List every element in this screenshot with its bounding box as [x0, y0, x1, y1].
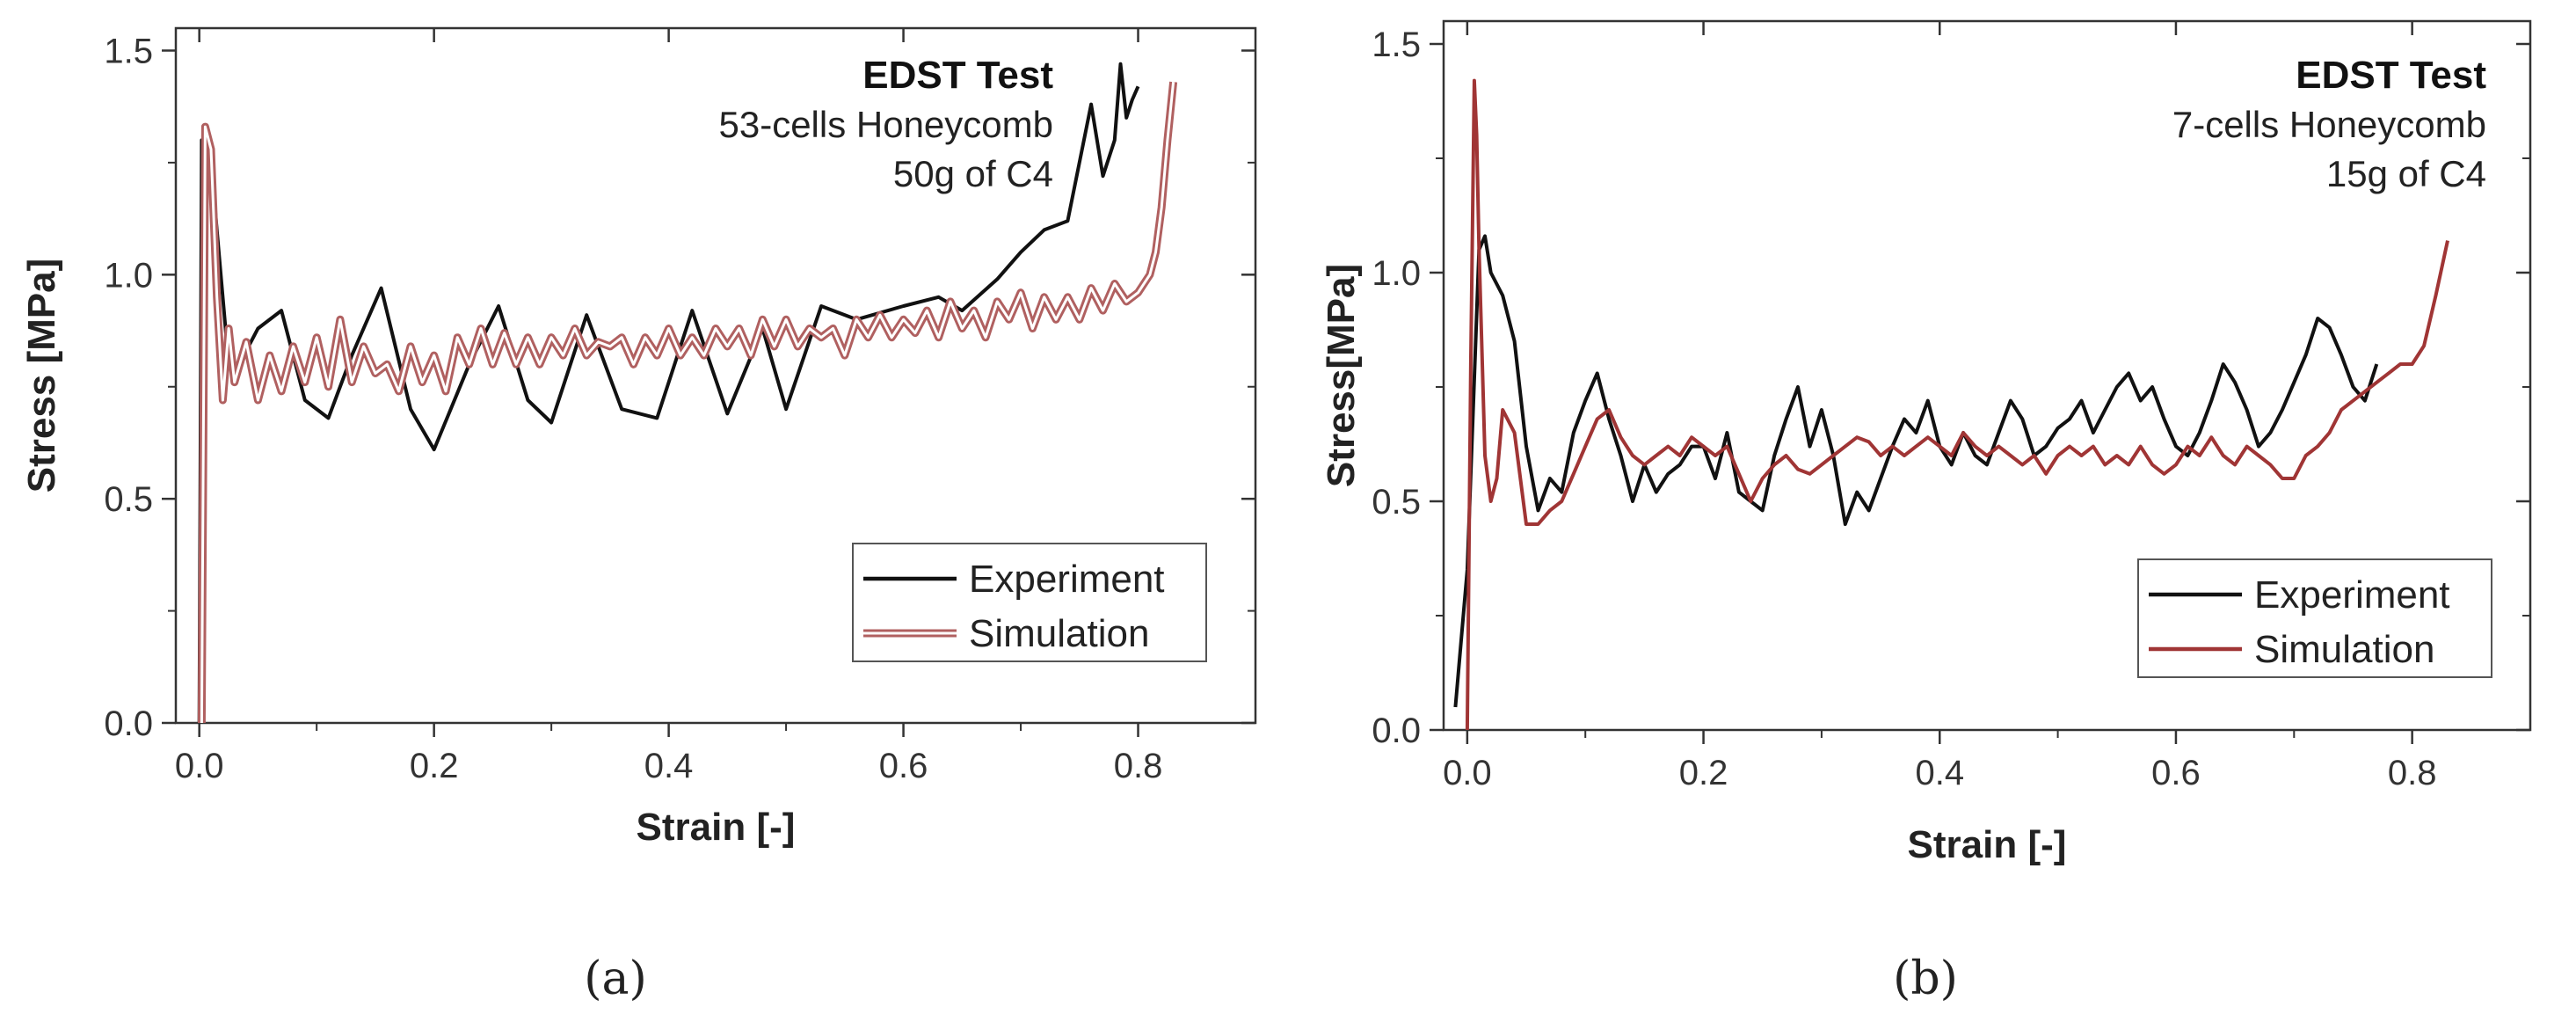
x-tick-label: 0.2	[1679, 754, 1728, 792]
y-tick-label: 0.5	[104, 480, 153, 519]
annotation-line: 53-cells Honeycomb	[718, 104, 1053, 145]
legend-label: Experiment	[969, 558, 1165, 601]
x-tick-label: 0.8	[1114, 747, 1163, 785]
legend-label: Experiment	[2254, 573, 2450, 617]
chart-panel-a: 0.0 0.2 0.4 0.6 0.8 0.0 0.5 1.0 1.5 Strain [-] Str…	[20, 26, 1257, 1005]
x-tick-label: 0.6	[879, 747, 928, 785]
y-tick-label: 0.0	[104, 704, 153, 743]
legend-box	[852, 543, 1207, 662]
x-tick-label: 0.8	[2388, 754, 2437, 792]
x-tick-label: 0.2	[410, 747, 459, 785]
x-tick-label: 0.4	[1915, 754, 1964, 792]
series-experiment-line	[1453, 234, 2379, 708]
x-tick-label: 0.6	[2151, 754, 2201, 792]
annotation-line: 7-cells Honeycomb	[2172, 104, 2486, 145]
plot-frame	[1442, 19, 2532, 732]
x-axis-label: Strain [-]	[637, 806, 796, 849]
y-axis-label: Stress[MPa]	[1320, 264, 1363, 487]
y-tick-label: 0.5	[1372, 483, 1421, 522]
x-tick-label: 0.0	[1443, 754, 1492, 792]
annotation-line: 50g of C4	[893, 153, 1053, 194]
series-simulation-line-inner	[200, 82, 1175, 723]
annotation-title: EDST Test	[2296, 54, 2486, 97]
x-axis-label: Strain [-]	[1908, 823, 2067, 866]
y-tick-label: 0.0	[1372, 712, 1421, 750]
x-tick-label: 0.0	[175, 747, 224, 785]
x-tick-label: 0.4	[644, 747, 694, 785]
annotation-title: EDST Test	[862, 54, 1053, 97]
legend-label: Simulation	[2254, 628, 2434, 671]
legend-label: Simulation	[969, 612, 1149, 655]
y-axis-label: Stress [MPa]	[20, 259, 63, 493]
annotation-line: 15g of C4	[2326, 153, 2486, 194]
series-simulation-line	[1465, 78, 2449, 730]
plot-frame	[174, 26, 1257, 725]
y-tick-label: 1.5	[104, 32, 153, 70]
panel-caption: (b)	[1893, 952, 1958, 1005]
y-tick-label: 1.0	[104, 256, 153, 295]
y-tick-label: 1.0	[1372, 254, 1421, 293]
y-tick-label: 1.5	[1372, 26, 1421, 64]
chart-panel-b: 0.0 0.2 0.4 0.6 0.8 0.0 0.5 1.0 1.5 Strain [-] Str…	[1320, 19, 2532, 1005]
legend-box	[2137, 558, 2492, 678]
panel-caption: (a)	[584, 952, 647, 1005]
